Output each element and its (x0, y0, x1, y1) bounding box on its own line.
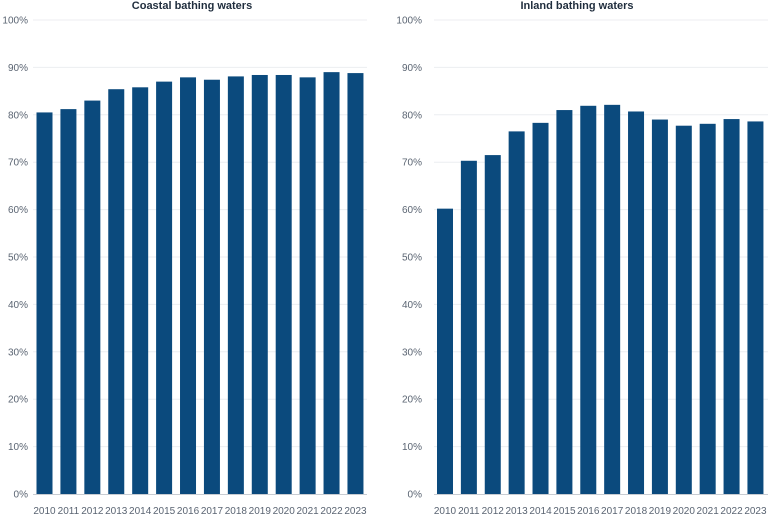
x-tick-label: 2015 (153, 506, 176, 515)
x-tick-label: 2022 (320, 506, 343, 515)
chart-title: Coastal bathing waters (132, 0, 252, 12)
y-tick-label: 20% (402, 395, 422, 406)
x-tick-label: 2012 (81, 506, 104, 515)
x-tick-label: 2020 (673, 506, 696, 515)
x-tick-label: 2016 (577, 506, 600, 515)
y-tick-label: 70% (402, 158, 422, 169)
x-tick-label: 2023 (344, 506, 367, 515)
bar-2012 (484, 155, 501, 494)
bar-2023 (347, 73, 364, 494)
y-tick-label: 80% (8, 110, 28, 121)
chart-panel-1: Coastal bathing waters 0% 10% 20% 30% 40% 50% 6… (2, 0, 367, 515)
x-tick-label: 2014 (129, 506, 152, 515)
bar-2020 (675, 125, 692, 495)
bar-2019 (251, 74, 268, 494)
y-tick-label: 50% (8, 253, 28, 264)
x-tick-label: 2020 (273, 506, 296, 515)
bar-2012 (84, 100, 101, 494)
bar-2021 (299, 77, 316, 494)
x-tick-label: 2010 (434, 506, 457, 515)
x-tick-label: 2012 (482, 506, 505, 515)
bar-2020 (275, 74, 292, 494)
bar-2019 (651, 119, 668, 494)
bar-2010 (36, 112, 53, 495)
x-tick-label: 2018 (625, 506, 648, 515)
bar-2016 (580, 105, 597, 494)
x-tick-label: 2016 (177, 506, 200, 515)
y-tick-label: 80% (402, 110, 422, 121)
bar-2023 (747, 121, 764, 494)
bar-2013 (108, 89, 125, 494)
y-tick-label: 0% (408, 490, 423, 501)
bar-2017 (203, 79, 220, 494)
x-tick-label: 2019 (649, 506, 672, 515)
bar-2022 (323, 72, 340, 494)
chart-title: Inland bathing waters (520, 0, 633, 12)
chart-panel-2: Inland bathing waters 0% 10% 20% 30% 40% 50% 60… (396, 0, 768, 515)
y-tick-label: 90% (8, 63, 28, 74)
bar-2015 (556, 110, 573, 494)
bar-2017 (604, 104, 621, 494)
x-tick-label: 2010 (33, 506, 56, 515)
y-tick-label: 60% (402, 205, 422, 216)
y-tick-label: 10% (402, 442, 422, 453)
x-tick-label: 2011 (58, 506, 80, 515)
x-tick-label: 2023 (744, 506, 767, 515)
y-tick-label: 100% (2, 16, 28, 27)
bar-2018 (628, 111, 645, 495)
y-tick-label: 30% (402, 347, 422, 358)
x-tick-label: 2013 (506, 506, 529, 515)
x-tick-label: 2018 (225, 506, 248, 515)
y-tick-label: 100% (396, 16, 422, 27)
y-tick-label: 40% (8, 300, 28, 311)
x-tick-label: 2019 (249, 506, 272, 515)
bar-2011 (60, 109, 77, 494)
x-tick-label: 2011 (458, 506, 480, 515)
y-tick-label: 10% (8, 442, 28, 453)
bar-2010 (437, 208, 453, 495)
x-tick-label: 2013 (105, 506, 128, 515)
bar-2018 (227, 76, 244, 494)
y-tick-label: 50% (402, 253, 422, 264)
x-tick-label: 2021 (697, 506, 720, 515)
y-tick-label: 20% (8, 395, 28, 406)
x-tick-label: 2017 (601, 506, 624, 515)
bar-2016 (180, 77, 197, 494)
bar-2015 (156, 81, 173, 495)
x-tick-label: 2014 (529, 506, 552, 515)
x-tick-label: 2015 (553, 506, 576, 515)
x-tick-label: 2022 (720, 506, 743, 515)
x-tick-label: 2017 (201, 506, 224, 515)
bar-2022 (723, 119, 740, 494)
bar-2011 (460, 160, 477, 494)
bar-2014 (532, 122, 549, 494)
x-tick-label: 2021 (296, 506, 319, 515)
y-tick-label: 70% (8, 158, 28, 169)
y-tick-label: 0% (14, 490, 29, 501)
y-tick-label: 90% (402, 63, 422, 74)
y-tick-label: 60% (8, 205, 28, 216)
bar-2013 (508, 131, 525, 494)
bar-2014 (132, 87, 149, 495)
y-tick-label: 30% (8, 347, 28, 358)
y-tick-label: 40% (402, 300, 422, 311)
bar-2021 (699, 123, 716, 494)
